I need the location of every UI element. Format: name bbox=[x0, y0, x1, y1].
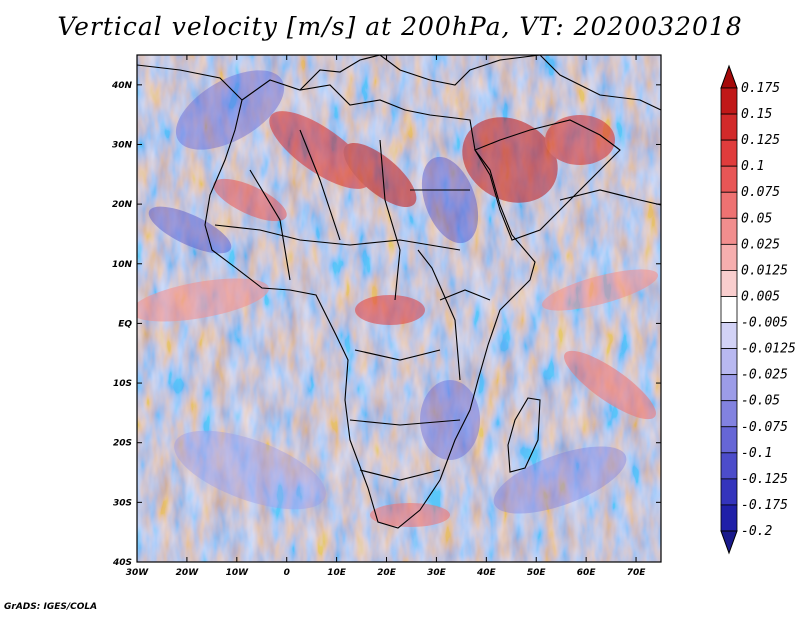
colorbar-segment bbox=[720, 113, 738, 141]
lon-tick-label: 30W bbox=[126, 568, 150, 578]
colorbar-segment bbox=[720, 165, 738, 193]
colorbar-label: -0.2 bbox=[741, 524, 772, 539]
colorbar-label: -0.075 bbox=[741, 420, 788, 435]
colorbar-segment bbox=[720, 243, 738, 271]
colorbar-segment bbox=[720, 504, 738, 532]
colorbar-label: 0.15 bbox=[741, 107, 772, 122]
colorbar-segment bbox=[720, 322, 738, 349]
lat-tick-label: 10N bbox=[112, 260, 133, 270]
colorbar-label: -0.05 bbox=[741, 394, 780, 409]
colorbar-segment bbox=[720, 478, 738, 506]
colorbar-segment bbox=[720, 270, 738, 297]
lon-tick-label: 50E bbox=[527, 568, 547, 578]
lon-tick-label: 60E bbox=[577, 568, 597, 578]
lat-tick-label: 20N bbox=[112, 200, 133, 210]
lat-tick-label: 40S bbox=[112, 558, 132, 568]
lon-tick-label: 0 bbox=[284, 568, 290, 578]
colorbar-segment bbox=[720, 400, 738, 428]
coastlines bbox=[137, 55, 661, 529]
lat-tick-label: 20S bbox=[113, 439, 132, 449]
colorbar-max-arrow bbox=[720, 64, 738, 89]
colorbar-label: 0.075 bbox=[741, 185, 780, 200]
colorbar-label: 0.05 bbox=[741, 211, 772, 226]
colorbar-label: 0.0125 bbox=[741, 263, 788, 278]
lon-tick-label: 10W bbox=[226, 568, 250, 578]
colorbar-label: 0.175 bbox=[741, 81, 780, 96]
lat-tick-label: 30S bbox=[113, 498, 132, 508]
colorbar-label: -0.175 bbox=[741, 498, 788, 513]
colorbar-label: -0.0125 bbox=[741, 342, 796, 357]
lon-tick-label: 20W bbox=[176, 568, 200, 578]
lon-axis: 30W 20W 10W 0 10E 20E 30E 40E 50E 60E 70E bbox=[126, 55, 646, 578]
colorbar-segment bbox=[720, 217, 738, 245]
lon-tick-label: 40E bbox=[476, 568, 497, 578]
colorbar-label: -0.125 bbox=[741, 472, 788, 487]
colorbar-label: -0.005 bbox=[741, 316, 788, 331]
colorbar-segment bbox=[720, 296, 738, 323]
colorbar-label: -0.1 bbox=[741, 446, 772, 461]
colorbar-segment bbox=[720, 426, 738, 454]
grads-credit: GrADS: IGES/COLA bbox=[4, 602, 98, 612]
colorbar-segment bbox=[720, 374, 738, 402]
plot-frame bbox=[136, 54, 662, 563]
colorbar-label: 0.005 bbox=[741, 289, 780, 304]
colorbar-min-arrow bbox=[720, 530, 738, 555]
lon-tick-label: 10E bbox=[327, 568, 347, 578]
colorbar-label: 0.025 bbox=[741, 237, 780, 252]
colorbar-segment bbox=[720, 191, 738, 219]
map-title: Vertical velocity [m/s] at 200hPa, VT: 2… bbox=[57, 12, 743, 41]
lat-tick-label: 10S bbox=[113, 379, 132, 389]
colorbar-segment bbox=[720, 139, 738, 167]
colorbar-segment bbox=[720, 87, 738, 115]
lon-tick-label: 70E bbox=[627, 568, 647, 578]
colorbar-label: 0.125 bbox=[741, 133, 780, 148]
colorbar-segment bbox=[720, 452, 738, 480]
colorbar-label: 0.1 bbox=[741, 159, 764, 174]
velocity-field bbox=[137, 55, 661, 562]
lat-tick-label: 40N bbox=[111, 81, 133, 91]
colorbar-segment bbox=[720, 348, 738, 376]
lat-tick-label: 30N bbox=[112, 140, 133, 150]
colorbar: 0.175 0.15 0.125 0.1 0.075 0.05 0.025 0.0125 0.0… bbox=[720, 64, 796, 555]
lat-axis: 40N 30N 20N 10N EQ 10S 20S 30S 40S bbox=[111, 81, 661, 568]
lon-tick-label: 20E bbox=[377, 568, 397, 578]
colorbar-label: -0.025 bbox=[741, 368, 788, 383]
lat-tick-label: EQ bbox=[118, 319, 132, 329]
lon-tick-label: 30E bbox=[427, 568, 447, 578]
